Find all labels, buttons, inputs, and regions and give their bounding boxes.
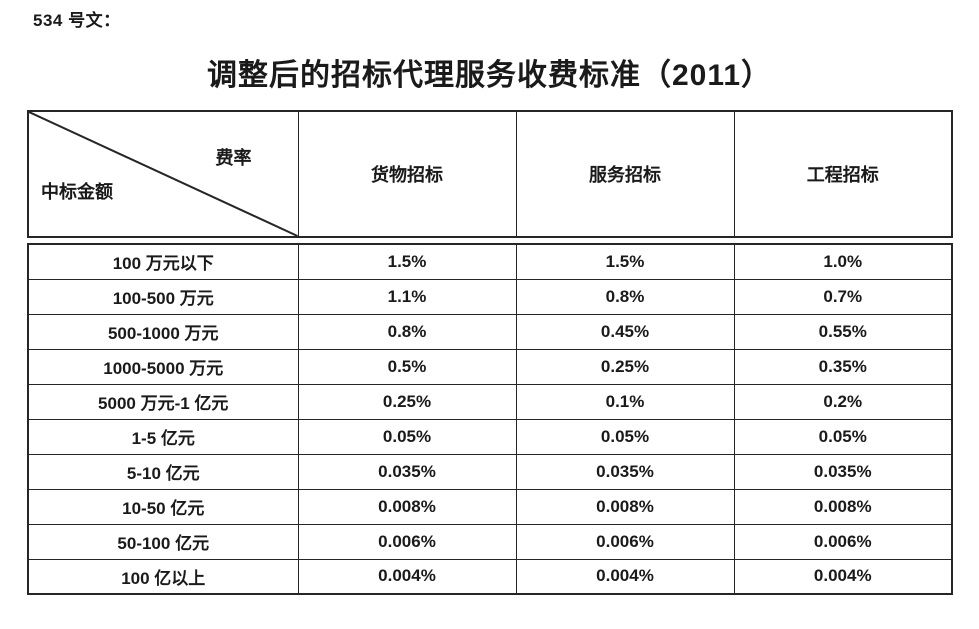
table-row: 5000 万元-1 亿元 0.25% 0.1% 0.2% [27,383,953,420]
table-row: 50-100 亿元 0.006% 0.006% 0.006% [27,523,953,560]
row-label: 1-5 亿元 [27,418,299,455]
fee-cell: 0.45% [515,313,735,350]
row-label: 100 万元以下 [27,243,299,280]
document-number-label: 534 号文： [33,11,121,30]
fee-cell: 0.004% [297,558,517,595]
fee-cell: 0.035% [733,453,953,490]
row-label: 5-10 亿元 [27,453,299,490]
fee-cell: 0.35% [733,348,953,385]
fee-table-header: 费率 中标金额 货物招标 服务招标 工程招标 [27,110,953,238]
fee-cell: 0.008% [297,488,517,525]
table-row: 500-1000 万元 0.8% 0.45% 0.55% [27,313,953,350]
fee-cell: 0.05% [515,418,735,455]
corner-label-bid-amount: 中标金额 [41,182,113,202]
row-label: 5000 万元-1 亿元 [27,383,299,420]
fee-cell: 0.008% [733,488,953,525]
fee-cell: 0.8% [515,278,735,315]
column-header-engineering-bidding: 工程招标 [733,110,953,238]
table-row: 1-5 亿元 0.05% 0.05% 0.05% [27,418,953,455]
row-label: 100-500 万元 [27,278,299,315]
fee-cell: 0.004% [733,558,953,595]
table-row: 1000-5000 万元 0.5% 0.25% 0.35% [27,348,953,385]
row-label: 10-50 亿元 [27,488,299,525]
fee-cell: 0.8% [297,313,517,350]
fee-cell: 1.5% [297,243,517,280]
row-label: 500-1000 万元 [27,313,299,350]
fee-table-body: 100 万元以下 1.5% 1.5% 1.0% 100-500 万元 1.1% … [27,243,953,595]
table-row: 10-50 亿元 0.008% 0.008% 0.008% [27,488,953,525]
fee-cell: 0.2% [733,383,953,420]
diagonal-divider-line [29,112,298,236]
fee-cell: 0.05% [733,418,953,455]
fee-cell: 0.1% [515,383,735,420]
fee-cell: 0.5% [297,348,517,385]
fee-cell: 0.55% [733,313,953,350]
row-label: 100 亿以上 [27,558,299,595]
fee-cell: 0.7% [733,278,953,315]
fee-cell: 1.1% [297,278,517,315]
page-title: 调整后的招标代理服务收费标准（2011） [206,59,773,92]
fee-cell: 0.05% [297,418,517,455]
fee-cell: 1.0% [733,243,953,280]
fee-cell: 0.006% [515,523,735,560]
fee-cell: 0.25% [515,348,735,385]
table-row: 100 亿以上 0.004% 0.004% 0.004% [27,558,953,595]
fee-cell: 0.006% [297,523,517,560]
table-row: 100-500 万元 1.1% 0.8% 0.7% [27,278,953,315]
table-row: 5-10 亿元 0.035% 0.035% 0.035% [27,453,953,490]
column-header-service-bidding: 服务招标 [515,110,735,238]
corner-label-rate: 费率 [215,148,252,168]
table-row: 100 万元以下 1.5% 1.5% 1.0% [27,243,953,280]
fee-cell: 0.25% [297,383,517,420]
fee-cell: 0.035% [515,453,735,490]
fee-cell: 1.5% [515,243,735,280]
row-label: 1000-5000 万元 [27,348,299,385]
fee-cell: 0.035% [297,453,517,490]
row-label: 50-100 亿元 [27,523,299,560]
corner-header-cell: 费率 中标金额 [27,110,299,238]
column-header-goods-bidding: 货物招标 [297,110,517,238]
fee-cell: 0.006% [733,523,953,560]
fee-table: 费率 中标金额 货物招标 服务招标 工程招标 100 万元以下 1.5% 1.5… [27,110,953,595]
fee-cell: 0.008% [515,488,735,525]
fee-cell: 0.004% [515,558,735,595]
